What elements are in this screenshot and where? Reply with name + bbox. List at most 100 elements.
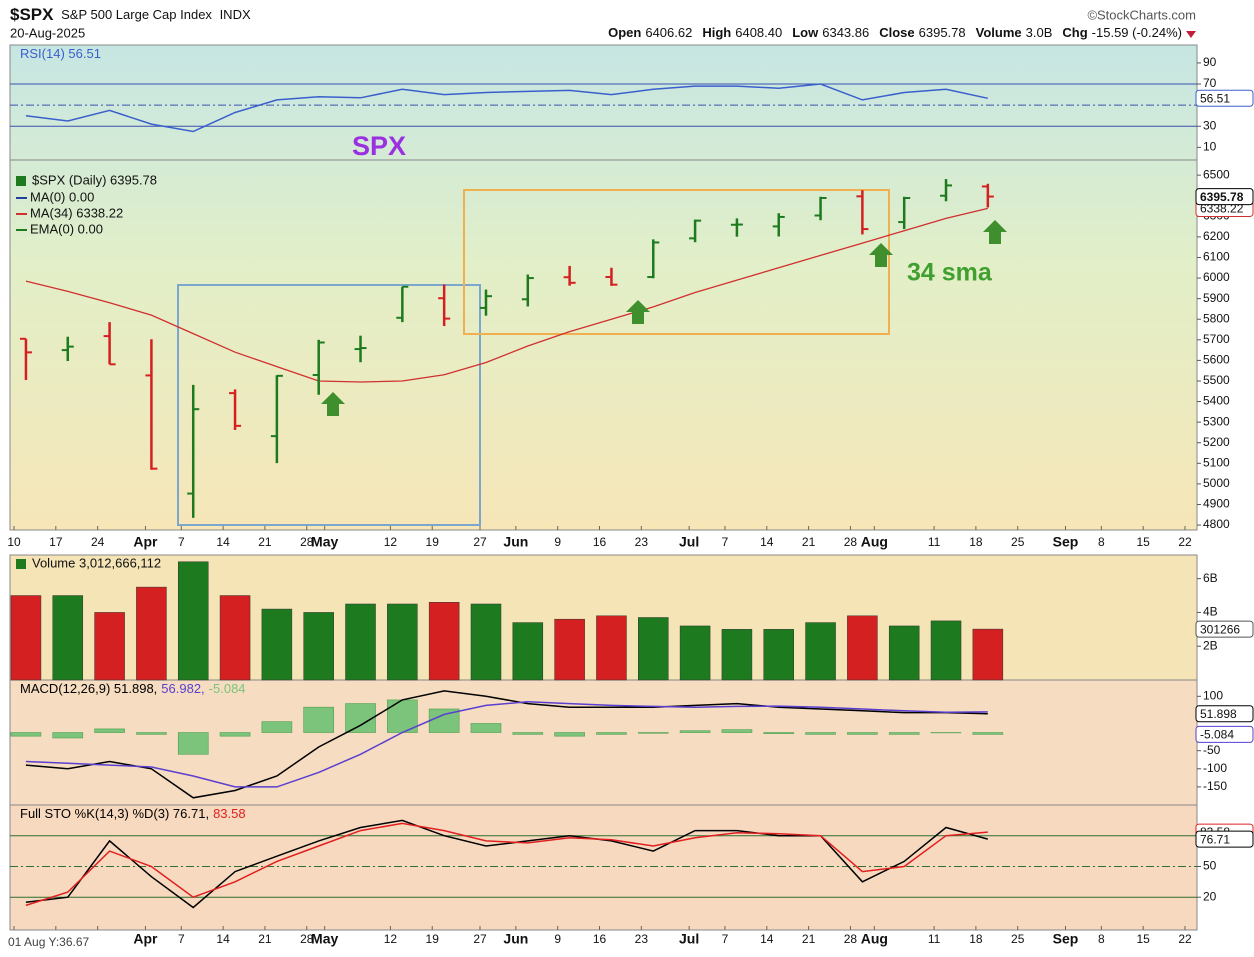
x-tick-label: Jul (679, 534, 699, 550)
series-line (25, 83, 988, 133)
x-tick-label: 23 (635, 932, 649, 946)
y-tick-label: -50 (1203, 743, 1221, 757)
histogram-bar (554, 732, 585, 737)
x-tick-label: 19 (426, 932, 440, 946)
arrow (869, 243, 893, 267)
volume-bar (219, 595, 251, 681)
x-tick-label: 28 (844, 932, 858, 946)
x-tick-label: 9 (554, 535, 561, 549)
x-tick-label: 9 (554, 932, 561, 946)
price-icon (16, 176, 26, 186)
y-tick-label: 90 (1203, 55, 1217, 69)
histogram-bar (177, 732, 209, 755)
histogram-bar (512, 732, 544, 735)
source: ©StockCharts.com (1087, 7, 1196, 22)
x-tick-label: 15 (1136, 932, 1150, 946)
legend-entry: MA(34) 6338.22 (30, 205, 123, 220)
value-badge (1195, 620, 1254, 638)
panel-frame (9, 159, 1198, 531)
value-badge-label: -5.084 (1200, 728, 1234, 742)
y-tick-label: 5500 (1203, 373, 1230, 387)
volume-bar (136, 586, 167, 681)
histogram-bar (888, 732, 920, 735)
volume-bar (512, 622, 544, 681)
y-tick-label: 5000 (1203, 476, 1230, 490)
x-tick-label: 25 (1011, 932, 1025, 946)
x-tick-label: 21 (802, 535, 816, 549)
y-tick-label: 4B (1203, 605, 1218, 619)
x-tick-label: Sep (1053, 534, 1079, 550)
volume-bar (10, 595, 42, 681)
volume-bar (805, 622, 836, 681)
quote-label: Open (608, 25, 641, 40)
quote-value: 6408.40 (735, 25, 782, 40)
x-tick-label: 22 (1178, 535, 1192, 549)
y-tick-label: 2B (1203, 638, 1218, 652)
x-tick-label: 21 (258, 932, 272, 946)
price-title: $SPX (Daily) 6395.78 (32, 172, 157, 187)
histogram-bar (470, 723, 502, 733)
y-tick-label: 6100 (1203, 250, 1230, 264)
x-tick-label: May (311, 931, 338, 947)
y-tick-label: 4900 (1203, 497, 1230, 511)
x-tick-label: 7 (178, 535, 185, 549)
cursor-box (4, 934, 120, 950)
histogram-bar (679, 730, 711, 733)
volume-bar (721, 629, 753, 681)
x-tick-label: 18 (969, 535, 983, 549)
x-tick-label: 10 (7, 535, 21, 549)
down-marker (1186, 31, 1196, 38)
x-tick-label: 7 (722, 932, 729, 946)
exchange: INDX (220, 7, 251, 22)
x-tick-label: 11 (928, 932, 941, 946)
value-badge (1195, 725, 1254, 743)
x-tick-label: 17 (49, 535, 63, 549)
date: 20-Aug-2025 (10, 25, 85, 40)
value-badge-label: 6338.22 (1200, 202, 1244, 216)
x-tick-label: 12 (384, 535, 398, 549)
x-tick-label: 25 (1011, 535, 1025, 549)
x-tick-label: 11 (928, 535, 941, 549)
y-tick-label: 5400 (1203, 394, 1230, 408)
histogram-bar (52, 732, 84, 739)
x-tick-label: 27 (473, 535, 487, 549)
y-tick-label: 5800 (1203, 311, 1230, 325)
volume-bar (679, 625, 711, 681)
y-tick-label: 5100 (1203, 455, 1230, 469)
series-line (25, 207, 988, 383)
y-tick-label: 6000 (1203, 270, 1230, 284)
quote-value: 6406.62 (645, 25, 692, 40)
x-tick-label: 8 (1098, 535, 1105, 549)
x-tick-label: 14 (216, 535, 230, 549)
x-tick-label: 28 (844, 535, 858, 549)
volume-bar (303, 612, 334, 681)
volume-bar (387, 603, 418, 681)
x-tick-label: 21 (258, 535, 272, 549)
legend-entry: MA(0) 0.00 (30, 189, 94, 204)
price-panel-bg (10, 45, 1197, 530)
legend-entry: 56.982, (161, 681, 204, 696)
volume-bar (345, 603, 376, 681)
series-line (25, 819, 989, 909)
cursor-label: 01 Aug Y:36.67 (8, 935, 90, 949)
volume-bar (930, 620, 962, 681)
volume-icon (16, 559, 26, 569)
histogram-bar (805, 732, 836, 735)
legend: MACD(12,26,9) 51.898, 56.982, -5.084 (20, 681, 246, 696)
histogram-bar (261, 721, 293, 733)
legend-entry: 83.58 (213, 806, 246, 821)
quote-value: 6343.86 (822, 25, 869, 40)
histogram-bar (345, 703, 376, 733)
y-tick-label: 5300 (1203, 414, 1230, 428)
legend-entry: Full STO %K(14,3) %D(3) 76.71, (20, 806, 209, 821)
y-tick-label: 5900 (1203, 291, 1230, 305)
quote-value: -15.59 (-0.24%) (1092, 25, 1182, 40)
y-tick-label: 6200 (1203, 229, 1230, 243)
x-tick-label: 19 (426, 535, 440, 549)
quote-label: Chg (1062, 25, 1087, 40)
index-name: S&P 500 Large Cap Index (61, 7, 212, 22)
x-tick-label: 8 (1098, 932, 1105, 946)
x-tick-label: Jun (503, 534, 528, 550)
x-tick-label: 15 (1136, 535, 1150, 549)
